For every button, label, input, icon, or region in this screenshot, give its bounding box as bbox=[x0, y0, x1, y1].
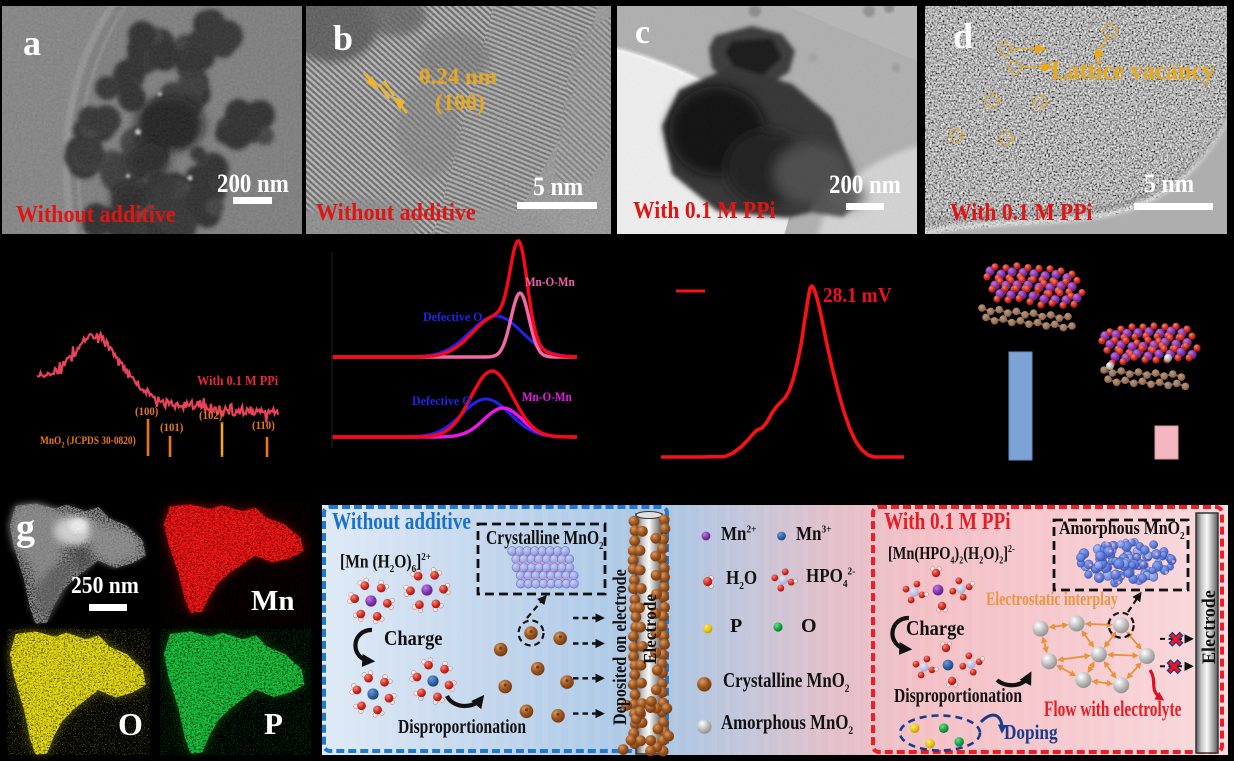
svg-text:✖: ✖ bbox=[1168, 630, 1185, 652]
svg-text:✖: ✖ bbox=[1166, 657, 1183, 679]
